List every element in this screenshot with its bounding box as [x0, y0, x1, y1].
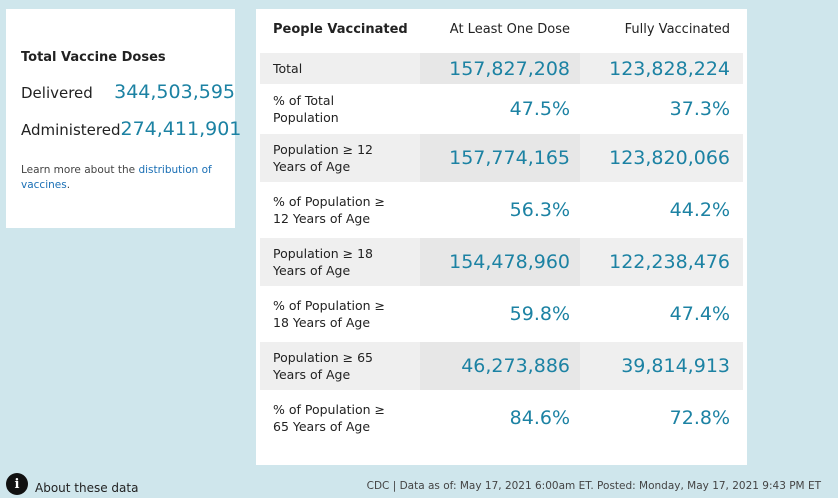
- row-one-dose-value: 84.6%: [509, 407, 570, 429]
- table-row: % of Population ≥ 18 Years of Age 59.8% 47…: [260, 290, 743, 338]
- row-fully-vaccinated-value: 123,828,224: [580, 53, 743, 84]
- table-row: % of Population ≥ 12 Years of Age 56.3% 44…: [260, 186, 743, 234]
- row-fully-vaccinated-value: 122,238,476: [580, 238, 743, 286]
- row-fully-vaccinated-value: 44.2%: [669, 199, 730, 221]
- table-row: Population ≥ 65 Years of Age 46,273,886 39…: [260, 342, 743, 390]
- header-at-least-one-dose: At Least One Dose: [449, 21, 570, 37]
- administered-label: Administered: [21, 121, 121, 139]
- delivered-label: Delivered: [21, 84, 93, 102]
- learn-more-prefix: Learn more about the: [21, 164, 139, 176]
- row-one-dose-value: 157,827,208: [420, 53, 580, 84]
- delivered-value: 344,503,595: [114, 81, 235, 103]
- about-data[interactable]: i About these data: [6, 473, 138, 495]
- row-label: % of Population ≥ 12 Years of Age: [273, 194, 385, 226]
- administered-row: Administered 274,411,901: [21, 118, 241, 155]
- row-fully-vaccinated-value: 72.8%: [669, 407, 730, 429]
- row-label: % of Population ≥ 18 Years of Age: [273, 298, 385, 330]
- row-label: Population ≥ 12 Years of Age: [260, 134, 420, 182]
- row-one-dose-value: 56.3%: [509, 199, 570, 221]
- row-fully-vaccinated-value: 47.4%: [669, 303, 730, 325]
- total-vaccine-doses-card: Total Vaccine Doses Delivered 344,503,59…: [6, 9, 241, 228]
- about-data-label[interactable]: About these data: [35, 481, 139, 495]
- row-fully-vaccinated-value: 123,820,066: [580, 134, 743, 182]
- header-fully-vaccinated: Fully Vaccinated: [624, 21, 730, 37]
- table-row: Population ≥ 18 Years of Age 154,478,960 1…: [260, 238, 743, 286]
- row-label: % of Population ≥ 65 Years of Age: [273, 402, 385, 434]
- footer-source: CDC | Data as of: May 17, 2021 6:00am ET…: [366, 480, 821, 492]
- row-one-dose-value: 59.8%: [509, 303, 570, 325]
- doses-title: Total Vaccine Doses: [21, 50, 166, 65]
- learn-more-text: Learn more about the distribution of vac…: [21, 163, 235, 193]
- row-fully-vaccinated-value: 37.3%: [669, 98, 730, 120]
- row-label: % of Total Population: [273, 93, 339, 125]
- table-row: % of Population ≥ 65 Years of Age 84.6% 72…: [260, 394, 743, 442]
- row-label: Total: [260, 53, 420, 84]
- row-label: Population ≥ 65 Years of Age: [260, 342, 420, 390]
- table-body: Total 157,827,208 123,828,224 % of Total Po…: [260, 49, 743, 442]
- table-row: Population ≥ 12 Years of Age 157,774,165 1…: [260, 134, 743, 182]
- row-one-dose-value: 47.5%: [509, 98, 570, 120]
- row-one-dose-value: 154,478,960: [420, 238, 580, 286]
- people-vaccinated-table-card: People Vaccinated At Least One Dose Full…: [256, 9, 747, 465]
- people-vaccinated-table: People Vaccinated At Least One Dose Full…: [260, 9, 743, 442]
- row-one-dose-value: 157,774,165: [420, 134, 580, 182]
- distribution-link[interactable]: distribution of vaccines: [21, 164, 212, 191]
- header-people-vaccinated: People Vaccinated: [273, 21, 408, 37]
- table-row: % of Total Population 47.5% 37.3%: [260, 88, 743, 130]
- learn-more-suffix: .: [66, 179, 71, 191]
- row-fully-vaccinated-value: 39,814,913: [580, 342, 743, 390]
- table-row: Total 157,827,208 123,828,224: [260, 53, 743, 84]
- info-icon[interactable]: i: [6, 473, 28, 495]
- delivered-row: Delivered 344,503,595: [21, 81, 235, 118]
- row-one-dose-value: 46,273,886: [420, 342, 580, 390]
- row-label: Population ≥ 18 Years of Age: [260, 238, 420, 286]
- administered-value: 274,411,901: [120, 118, 242, 140]
- table-header-row: People Vaccinated At Least One Dose Full…: [260, 9, 743, 49]
